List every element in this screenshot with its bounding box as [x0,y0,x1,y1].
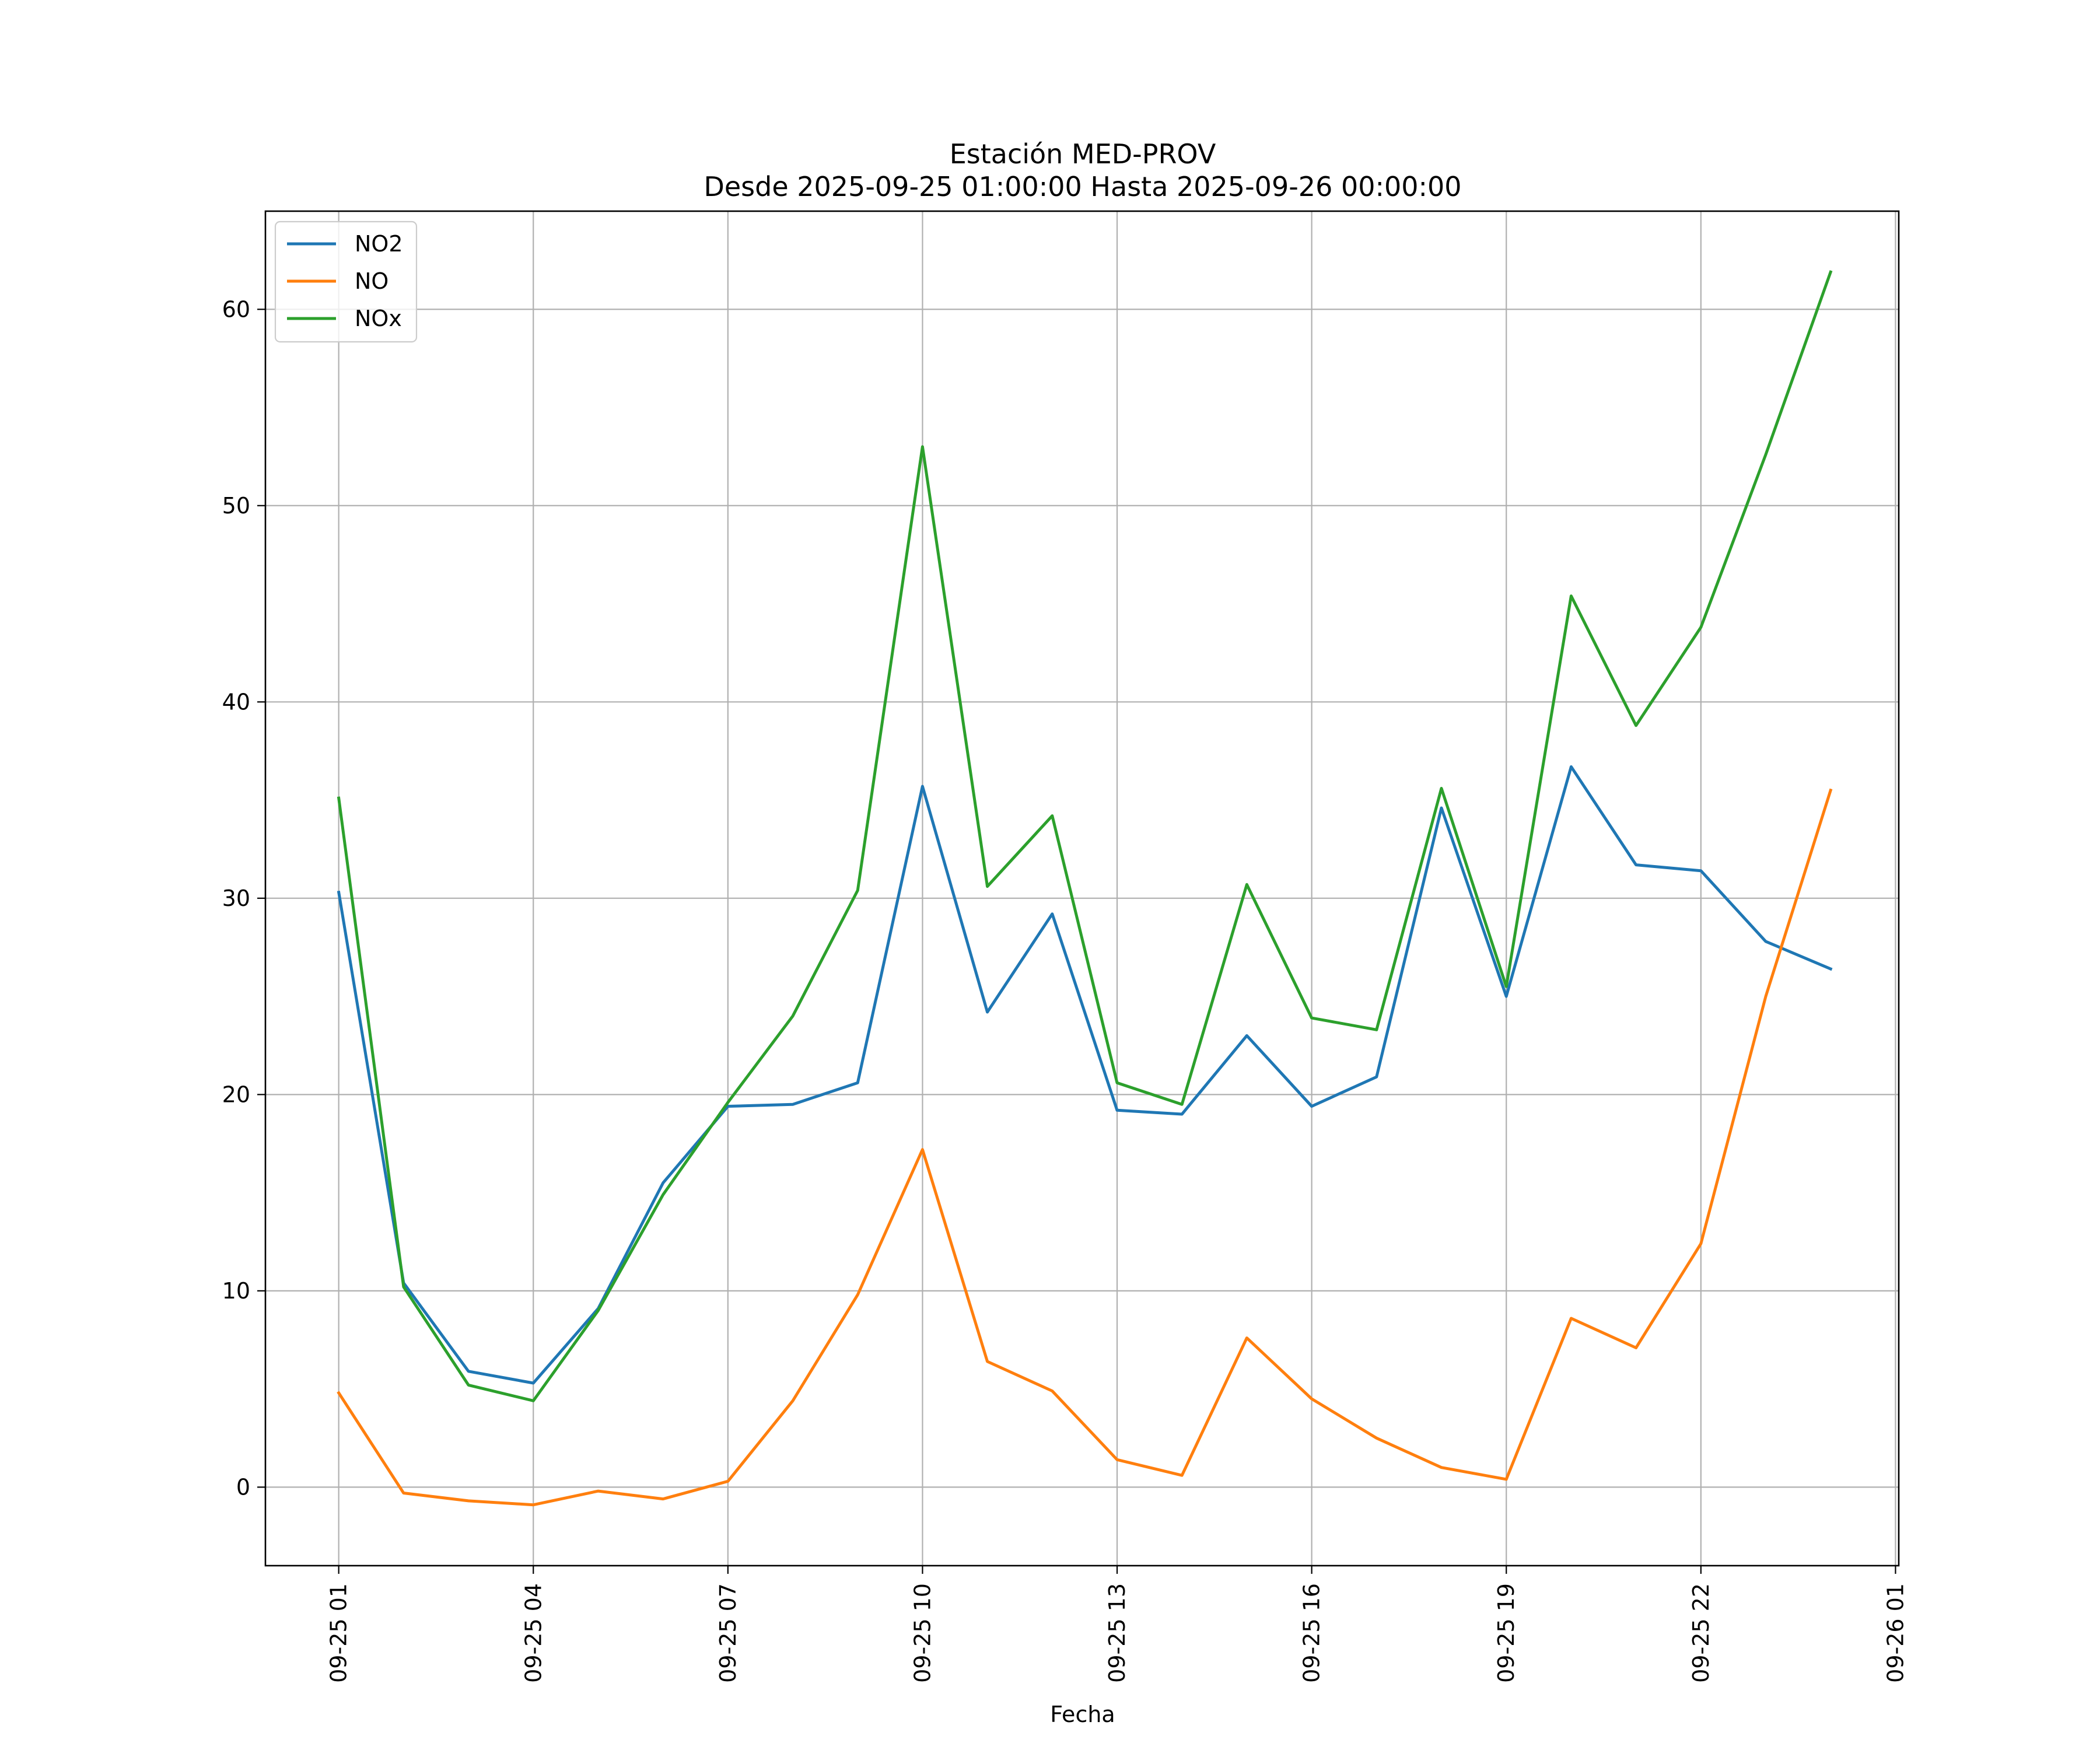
y-gridlines [265,309,1899,1488]
y-tick-label: 0 [236,1474,250,1500]
legend-label-no: NO [355,268,388,294]
series-line-no2 [337,765,1833,1385]
chart-title: Estación MED-PROV [950,138,1216,170]
x-axis-label: Fecha [1050,1702,1115,1727]
legend: NO2 NO NOx [274,220,418,343]
x-tick-label: 09-25 07 [715,1583,741,1683]
x-axis-ticks: 09-25 01 09-25 04 09-25 07 09-25 10 09-25 13… [326,1566,1908,1683]
y-tick-label: 40 [222,689,250,715]
x-tick-label: 09-26 01 [1882,1583,1908,1683]
x-tick-label: 09-25 19 [1493,1583,1519,1683]
x-tick-label: 09-25 13 [1104,1583,1130,1683]
series-line-no [337,788,1833,1507]
series-line-nox [337,270,1833,1402]
y-tick-label: 30 [222,886,250,911]
y-tick-label: 10 [222,1278,250,1304]
legend-label-nox: NOx [355,306,402,331]
plot-frame [264,210,1900,1567]
legend-label-no2: NO2 [355,231,403,257]
x-tick-label: 09-25 16 [1299,1583,1325,1683]
x-gridlines [338,211,1896,1566]
y-tick-label: 60 [222,296,250,322]
y-tick-label: 50 [222,493,250,519]
x-tick-label: 09-25 04 [520,1583,546,1683]
y-tick-label: 20 [222,1082,250,1107]
x-tick-label: 09-25 22 [1688,1583,1714,1683]
x-tick-label: 09-25 10 [909,1583,935,1683]
x-tick-label: 09-25 01 [326,1583,352,1683]
series-layer [337,270,1833,1507]
legend-frame [274,220,418,343]
chart-subtitle: Desde 2025-09-25 01:00:00 Hasta 2025-09-… [704,171,1461,202]
y-axis-ticks: 0 10 20 30 40 50 60 [222,296,265,1500]
